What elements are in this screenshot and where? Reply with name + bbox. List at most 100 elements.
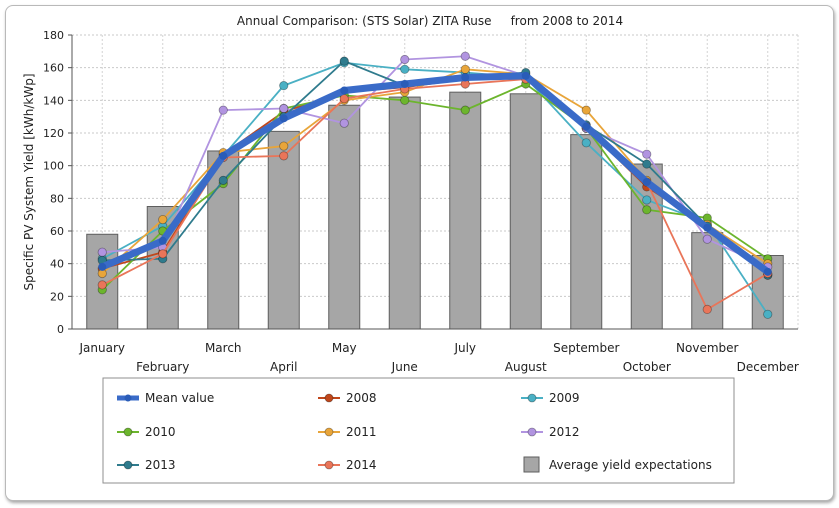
legend-marker-2011	[324, 427, 334, 437]
point-2012	[702, 234, 712, 244]
legend-marker-mean-value	[124, 394, 132, 402]
point-mean-value	[582, 122, 591, 131]
point-2009	[642, 195, 652, 205]
point-mean-value	[400, 80, 409, 88]
legend-label-mean-value: Mean value	[145, 391, 214, 405]
point-2013	[218, 175, 228, 185]
series-line-2010	[101, 83, 769, 291]
point-2012	[460, 51, 470, 61]
point-mean-value	[158, 236, 167, 245]
legend-label-2014: 2014	[346, 458, 377, 472]
series-line-2011	[101, 68, 769, 275]
point-2012	[279, 103, 289, 114]
x-tick-label-september: September	[553, 341, 619, 355]
point-2009	[581, 138, 591, 148]
point-mean-value	[703, 223, 712, 232]
point-2014	[339, 94, 349, 104]
point-2010	[400, 95, 410, 105]
point-mean-value	[279, 114, 288, 123]
point-mean-value	[642, 178, 651, 186]
x-tick-label-november: November	[676, 341, 738, 355]
y-tick-label: 180	[43, 29, 64, 42]
point-mean-value	[340, 86, 349, 95]
bar-april	[267, 130, 300, 330]
x-tick-label-june: June	[391, 360, 418, 374]
x-tick-label-december: December	[737, 360, 799, 374]
point-2012	[218, 105, 228, 115]
tick-labels: 0 20 40 60 80 100 120 140 160 180 January February M…	[43, 29, 799, 374]
legend-swatch-average-yield-expectations	[523, 456, 540, 473]
x-tick-label-october: October	[623, 360, 671, 374]
legend-marker-2014	[324, 460, 334, 470]
legend-marker-2008	[324, 393, 334, 403]
legend-box	[102, 377, 735, 484]
legend-label-2009: 2009	[549, 391, 580, 405]
point-2010	[642, 205, 652, 215]
point-2012	[339, 118, 349, 128]
point-2012	[400, 54, 410, 65]
y-axis-label: Specific PV System Yield [kWh/kWp]	[22, 74, 36, 291]
point-2014	[279, 151, 289, 161]
legend-label-average-yield-expectations: Average yield expectations	[549, 458, 712, 472]
x-tick-label-january: January	[79, 341, 126, 355]
point-2014	[158, 249, 168, 259]
series-line-2012	[102, 55, 769, 268]
legend: Mean value 2008 2009 2010 2011 2012 2013 2014 Av…	[102, 377, 735, 484]
legend-label-2010: 2010	[145, 425, 176, 439]
point-2012	[642, 149, 652, 159]
series-line-2013	[102, 60, 769, 276]
legend-label-2008: 2008	[346, 391, 377, 405]
point-mean-value	[763, 267, 772, 276]
x-tick-label-july: July	[453, 341, 476, 355]
point-mean-value	[98, 262, 107, 271]
y-tick-label: 160	[43, 62, 64, 75]
y-tick-label: 60	[50, 225, 64, 238]
point-2009	[279, 81, 289, 91]
point-2012	[97, 247, 107, 257]
x-tick-label-april: April	[270, 360, 297, 374]
y-tick-label: 140	[43, 94, 64, 107]
legend-marker-2013	[123, 460, 133, 470]
y-tick-label: 100	[43, 160, 64, 173]
point-2011	[158, 214, 168, 225]
x-tick-label-may: May	[332, 341, 357, 355]
point-2014	[702, 304, 712, 314]
bar-may	[328, 104, 361, 330]
y-tick-label: 80	[50, 192, 64, 205]
series-line-mean-value	[98, 72, 772, 276]
x-tick-label-february: February	[136, 360, 189, 374]
point-2013	[642, 159, 652, 169]
point-2011	[279, 141, 289, 151]
x-tick-label-march: March	[205, 341, 242, 355]
point-2009	[763, 309, 773, 319]
bar-september	[570, 134, 603, 330]
series-lines	[97, 51, 773, 319]
axes	[68, 34, 798, 330]
legend-label-2012: 2012	[549, 425, 580, 439]
point-mean-value	[521, 71, 530, 80]
bar-june	[388, 96, 421, 330]
point-2013	[339, 56, 349, 66]
y-tick-label: 40	[50, 258, 64, 271]
point-2010	[460, 105, 470, 115]
point-mean-value	[219, 151, 228, 160]
point-2014	[97, 280, 107, 290]
point-2009	[400, 64, 410, 74]
point-2011	[581, 105, 591, 115]
bar-november	[691, 232, 724, 330]
point-2011	[460, 64, 470, 74]
y-tick-label: 120	[43, 127, 64, 140]
legend-label-2011: 2011	[346, 425, 377, 439]
y-tick-label: 0	[57, 323, 64, 336]
point-mean-value	[461, 73, 470, 82]
y-tick-label: 20	[50, 290, 64, 303]
bar-august	[509, 93, 542, 330]
legend-marker-2012	[527, 427, 537, 437]
bar-july	[449, 91, 482, 330]
legend-marker-2009	[527, 393, 537, 403]
x-tick-label-august: August	[505, 360, 547, 374]
legend-marker-2010	[123, 427, 133, 437]
legend-label-2013: 2013	[145, 458, 176, 472]
chart-title: Annual Comparison: (STS Solar) ZITA Ruse…	[237, 14, 623, 28]
